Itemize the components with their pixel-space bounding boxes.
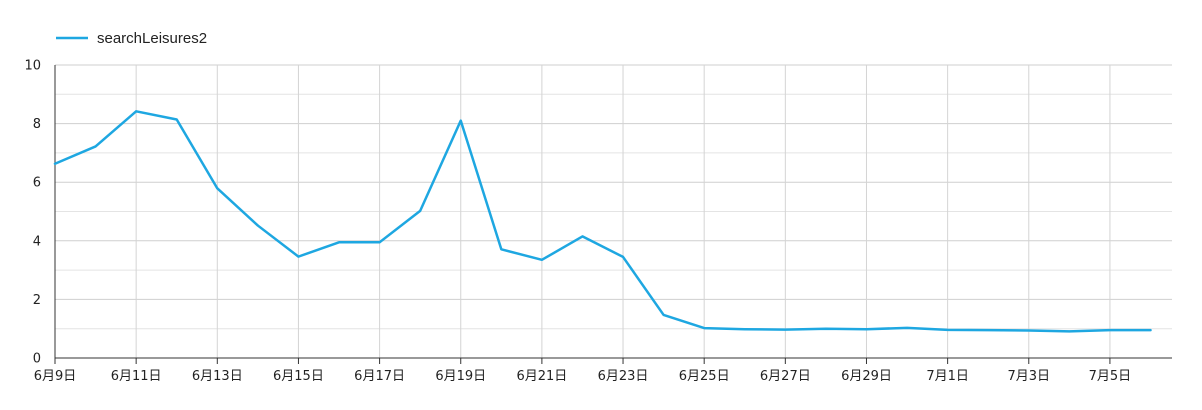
x-tick-label: 6月29日 — [841, 369, 892, 384]
x-tick-label: 6月21日 — [516, 369, 567, 384]
y-tick-label: 6 — [33, 176, 41, 191]
x-tick-label: 6月25日 — [679, 369, 730, 384]
y-tick-label: 4 — [33, 234, 41, 249]
x-tick-label: 6月17日 — [354, 369, 405, 384]
x-tick-label: 6月19日 — [435, 369, 486, 384]
series-line — [53, 110, 1152, 333]
y-tick-label: 10 — [24, 59, 41, 74]
grid-lines — [55, 64, 1172, 358]
x-tick-label: 6月27日 — [760, 369, 811, 384]
x-axis-ticks: 6月9日 6月11日 6月13日 6月15日 6月17日 6月19日 6月21日 6月23日 6… — [34, 358, 1131, 384]
y-tick-label: 8 — [33, 117, 41, 132]
y-tick-label: 0 — [33, 352, 41, 367]
y-axis-ticks: 0 2 4 6 8 10 — [24, 59, 41, 367]
x-tick-label: 6月11日 — [111, 369, 162, 384]
legend: searchLeisures2 — [56, 30, 207, 47]
y-tick-label: 2 — [33, 293, 41, 308]
x-tick-label: 6月9日 — [34, 369, 77, 384]
x-tick-label: 6月23日 — [598, 369, 649, 384]
x-tick-label: 7月5日 — [1089, 369, 1132, 384]
series-group — [53, 110, 1152, 333]
axes — [54, 65, 1172, 364]
legend-label: searchLeisures2 — [97, 30, 207, 47]
x-tick-label: 6月13日 — [192, 369, 243, 384]
x-tick-label: 6月15日 — [273, 369, 324, 384]
x-tick-label: 7月1日 — [926, 369, 969, 384]
x-tick-label: 7月3日 — [1008, 369, 1051, 384]
